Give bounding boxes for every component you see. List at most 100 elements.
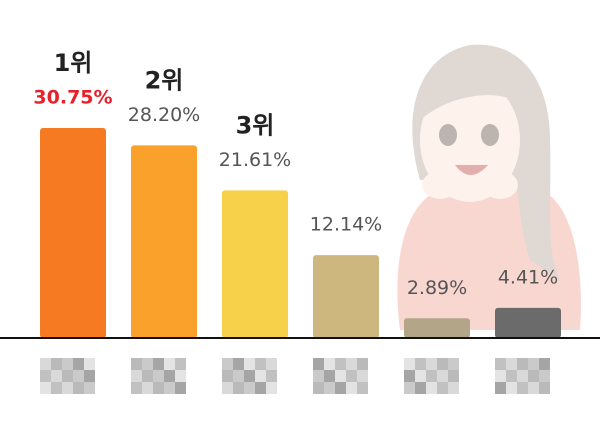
blurred-label <box>324 370 335 382</box>
blurred-label <box>62 382 73 394</box>
blurred-label <box>517 370 528 382</box>
blurred-label <box>40 370 51 382</box>
blurred-label <box>313 358 324 370</box>
bar <box>313 255 379 338</box>
rank-label: 1위 <box>54 49 93 77</box>
blurred-label <box>131 382 142 394</box>
bar <box>40 128 106 338</box>
blurred-label <box>222 358 233 370</box>
blurred-label <box>404 370 415 382</box>
blurred-label <box>313 370 324 382</box>
blurred-label <box>426 382 437 394</box>
blurred-label <box>266 358 277 370</box>
blurred-label <box>495 370 506 382</box>
blurred-label <box>164 370 175 382</box>
blurred-label <box>346 382 357 394</box>
blurred-label <box>539 382 550 394</box>
blurred-label <box>506 382 517 394</box>
blurred-label <box>517 382 528 394</box>
blurred-label <box>528 358 539 370</box>
rank-label: 2위 <box>145 66 184 94</box>
blurred-label <box>324 358 335 370</box>
rank-label: 3위 <box>236 111 275 139</box>
blurred-label <box>73 358 84 370</box>
blurred-label <box>357 358 368 370</box>
bar <box>131 145 197 338</box>
bar <box>404 318 470 338</box>
blurred-label <box>335 370 346 382</box>
blurred-label <box>255 358 266 370</box>
blurred-label <box>528 370 539 382</box>
blurred-label <box>153 382 164 394</box>
bar <box>495 307 561 338</box>
blurred-label <box>506 358 517 370</box>
blurred-label <box>255 382 266 394</box>
blurred-label <box>131 358 142 370</box>
blurred-label <box>255 370 266 382</box>
blurred-label <box>175 370 186 382</box>
blurred-label <box>233 382 244 394</box>
blurred-label <box>448 370 459 382</box>
blurred-label <box>324 382 335 394</box>
blurred-label <box>539 358 550 370</box>
blurred-label <box>404 358 415 370</box>
blurred-label <box>357 370 368 382</box>
value-label: 12.14% <box>310 214 382 236</box>
blurred-label <box>335 358 346 370</box>
blurred-label <box>51 358 62 370</box>
blurred-label <box>164 382 175 394</box>
blurred-label <box>244 370 255 382</box>
blurred-label <box>233 370 244 382</box>
blurred-label <box>73 370 84 382</box>
blurred-label <box>266 382 277 394</box>
blurred-label <box>506 370 517 382</box>
blurred-label <box>437 370 448 382</box>
blurred-label <box>404 382 415 394</box>
blurred-label <box>539 370 550 382</box>
blurred-label <box>40 382 51 394</box>
value-label: 28.20% <box>128 104 200 126</box>
blurred-label <box>84 382 95 394</box>
blurred-label <box>313 382 324 394</box>
value-label: 4.41% <box>498 266 558 288</box>
blurred-label <box>164 358 175 370</box>
blurred-label <box>426 370 437 382</box>
blurred-label <box>62 358 73 370</box>
blurred-label <box>266 370 277 382</box>
blurred-label <box>517 358 528 370</box>
blurred-label <box>51 370 62 382</box>
blurred-label <box>244 358 255 370</box>
blurred-label <box>153 358 164 370</box>
blurred-label <box>142 382 153 394</box>
blurred-label <box>222 370 233 382</box>
blurred-label <box>40 358 51 370</box>
blurred-label <box>233 358 244 370</box>
blurred-label <box>346 358 357 370</box>
blurred-label <box>426 358 437 370</box>
blurred-label <box>448 382 459 394</box>
blurred-label <box>62 370 73 382</box>
blurred-label <box>244 382 255 394</box>
blurred-label <box>437 358 448 370</box>
blurred-label <box>222 382 233 394</box>
blurred-label <box>346 370 357 382</box>
blurred-label <box>142 358 153 370</box>
blurred-label <box>84 358 95 370</box>
illustration <box>397 44 581 330</box>
blurred-label <box>73 382 84 394</box>
blurred-label <box>415 370 426 382</box>
blurred-label <box>415 358 426 370</box>
value-label: 2.89% <box>407 277 467 299</box>
blurred-label <box>175 382 186 394</box>
blurred-label <box>437 382 448 394</box>
blurred-label <box>175 358 186 370</box>
value-label: 30.75% <box>33 87 112 109</box>
value-label: 21.61% <box>219 149 291 171</box>
blurred-label <box>495 382 506 394</box>
blurred-label <box>142 370 153 382</box>
blurred-label <box>335 382 346 394</box>
blurred-label <box>51 382 62 394</box>
blurred-label <box>131 370 142 382</box>
blurred-label <box>495 358 506 370</box>
